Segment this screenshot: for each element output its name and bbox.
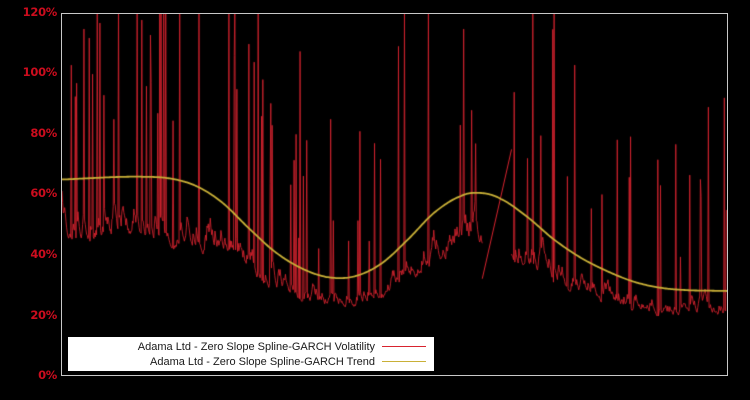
legend-entry-volatility: Adama Ltd - Zero Slope Spline-GARCH Vola… xyxy=(68,339,434,354)
y-tick-100: 100% xyxy=(22,65,58,79)
legend-line-swatch-trend-icon xyxy=(382,361,426,362)
y-tick-0: 0% xyxy=(38,368,57,382)
chart-plot-canvas xyxy=(62,14,727,375)
legend-label-trend: Adama Ltd - Zero Slope Spline-GARCH Tren… xyxy=(150,355,375,368)
y-tick-80: 80% xyxy=(30,126,57,140)
y-tick-40: 40% xyxy=(30,247,57,261)
plot-area xyxy=(61,13,728,376)
y-tick-60: 60% xyxy=(30,186,57,200)
legend-entry-trend: Adama Ltd - Zero Slope Spline-GARCH Tren… xyxy=(68,354,434,369)
legend-line-swatch-volatility-icon xyxy=(382,346,426,347)
chart-legend: Adama Ltd - Zero Slope Spline-GARCH Vola… xyxy=(67,336,435,372)
y-tick-120: 120% xyxy=(22,5,58,19)
y-tick-20: 20% xyxy=(30,308,57,322)
y-axis-tick-labels: 120% 100% 80% 60% 40% 20% 0% xyxy=(0,0,58,400)
legend-label-volatility: Adama Ltd - Zero Slope Spline-GARCH Vola… xyxy=(137,340,375,353)
